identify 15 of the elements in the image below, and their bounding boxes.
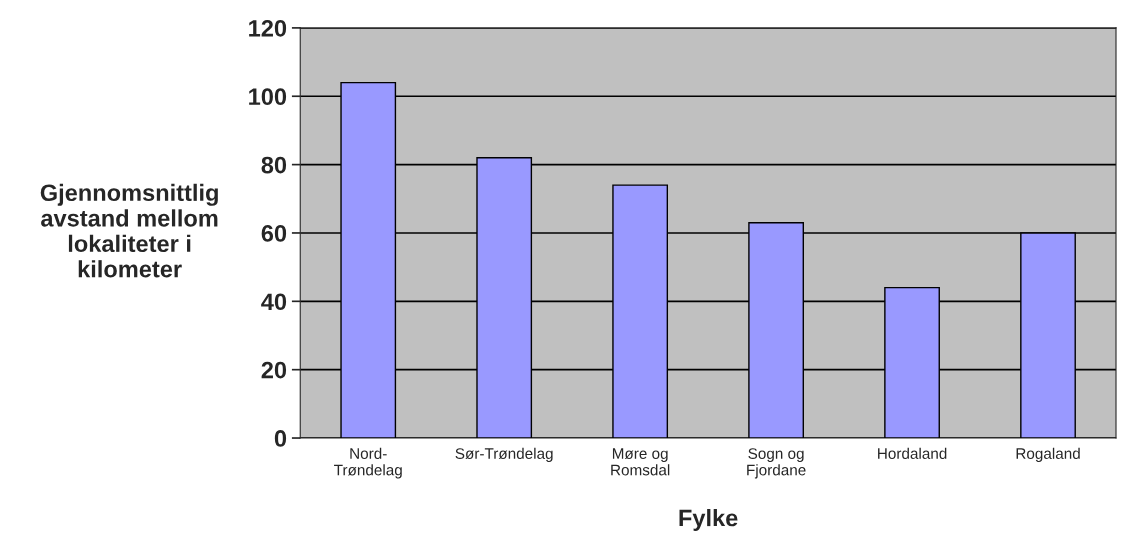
- y-tick-label: 40: [261, 293, 287, 311]
- x-tick-label: Møre og Romsdal: [611, 448, 670, 476]
- y-tick-label: 0: [274, 430, 287, 447]
- x-tick-label: Nord- Trøndelag: [334, 447, 402, 479]
- y-tick-label: 60: [261, 225, 287, 242]
- y-axis-title: Gjennomsnittlig avstand mellom lokaliteter i kilometer: [40, 183, 218, 278]
- x-tick-label: Sør-Trøndelag: [455, 447, 553, 462]
- x-tick-label: Rogaland: [1016, 447, 1080, 462]
- y-tick-label: 120: [249, 19, 287, 37]
- y-tick-label: 100: [249, 88, 287, 106]
- x-tick-label: Sogn og Fjordane: [747, 448, 806, 479]
- x-tick-label: Hordaland: [878, 447, 947, 459]
- y-tick-label: 80: [261, 156, 287, 174]
- y-tick-label: 20: [261, 361, 287, 379]
- x-axis-title: Fylke: [679, 509, 738, 532]
